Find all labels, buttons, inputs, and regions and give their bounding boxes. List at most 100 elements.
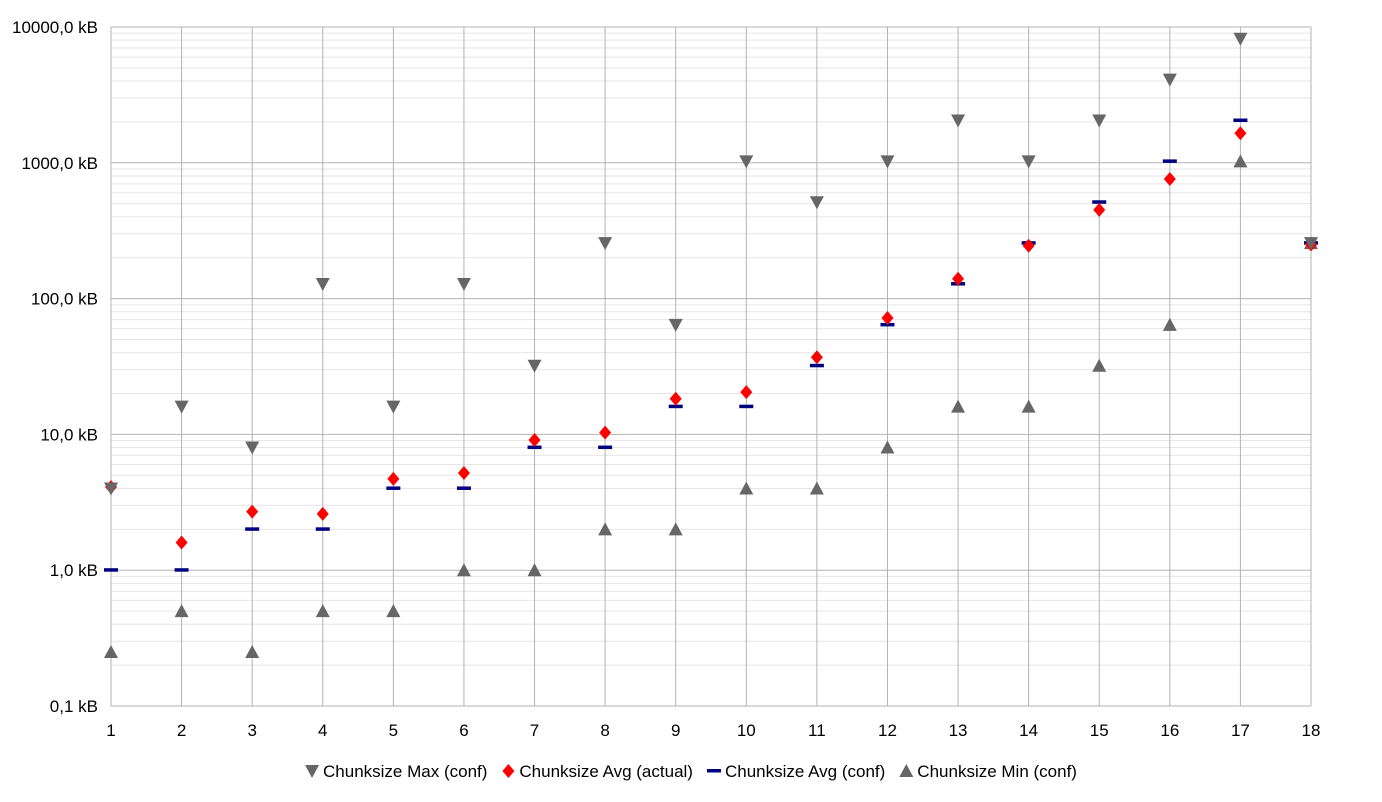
chunksize-min-conf-point xyxy=(598,522,613,536)
chunksize-max-conf-point xyxy=(1162,73,1177,87)
legend-label-chunksize-avg-actual: Chunksize Avg (actual) xyxy=(519,762,693,781)
chunksize-max-conf-point xyxy=(739,155,754,169)
chunksize-max-conf-point xyxy=(456,278,471,292)
x-tick-label: 9 xyxy=(671,721,680,740)
chunksize-min-conf-point xyxy=(809,481,824,495)
x-tick-label: 17 xyxy=(1231,721,1250,740)
chunksize-avg-conf-point xyxy=(739,404,754,409)
chunksize-avg-conf-point xyxy=(809,363,824,368)
legend-marker-chunksize-avg-actual xyxy=(502,764,515,778)
chunksize-avg-actual-point xyxy=(740,385,753,400)
chunksize-avg-actual-point xyxy=(387,471,400,486)
chunksize-avg-conf-point xyxy=(315,527,330,531)
chunksize-min-conf-point xyxy=(1092,358,1107,372)
legend-marker-chunksize-avg-conf xyxy=(706,769,721,773)
y-tick-label: 10000,0 kB xyxy=(12,18,98,37)
chunksize-avg-conf-point xyxy=(386,486,401,490)
chunksize-avg-conf-point xyxy=(456,486,471,490)
chunksize-min-conf-point xyxy=(456,563,471,577)
x-tick-label: 10 xyxy=(737,721,756,740)
grid-layer xyxy=(110,26,1312,707)
chunksize-avg-actual-point xyxy=(669,391,682,406)
chunksize-avg-conf-point xyxy=(104,568,118,572)
chunksize-min-conf-point xyxy=(1162,317,1177,331)
x-tick-label: 8 xyxy=(600,721,609,740)
chunksize-avg-conf-point xyxy=(1233,118,1248,123)
chunksize-max-conf-point xyxy=(527,359,542,373)
legend: Chunksize Max (conf) Chunksize Avg (actua… xyxy=(305,762,1077,781)
x-tick-label: 16 xyxy=(1160,721,1179,740)
chunksize-max-conf-point xyxy=(1021,155,1036,169)
chunksize-avg-actual-point xyxy=(952,271,965,286)
y-tick-label: 1,0 kB xyxy=(50,561,98,580)
x-tick-label: 2 xyxy=(177,721,186,740)
chunksize-avg-actual-point xyxy=(316,506,329,521)
chunksize-avg-actual-point xyxy=(175,535,188,550)
y-tick-label: 1000,0 kB xyxy=(21,154,98,173)
axis-layer: 0,1 kB 1,0 kB 10,0 kB 100,0 kB 1000,0 kB 1000… xyxy=(12,18,1320,740)
chunksize-max-conf-point xyxy=(245,441,260,455)
marks-layer xyxy=(104,32,1318,658)
chunksize-avg-actual-point xyxy=(810,350,823,365)
x-tick-label: 3 xyxy=(247,721,256,740)
legend-label-chunksize-avg-conf: Chunksize Avg (conf) xyxy=(725,762,885,781)
chunksize-min-conf-point xyxy=(527,563,542,577)
chunksize-max-conf-point xyxy=(598,237,613,251)
x-tick-label: 1 xyxy=(106,721,115,740)
chunksize-min-conf-point xyxy=(1233,154,1248,168)
legend-marker-chunksize-max-conf xyxy=(305,765,320,778)
chunksize-max-conf-point xyxy=(174,400,189,414)
x-tick-label: 18 xyxy=(1302,721,1321,740)
chunksize-max-conf-point xyxy=(1092,114,1107,128)
x-tick-label: 13 xyxy=(949,721,968,740)
chunksize-avg-conf-point xyxy=(527,445,542,450)
legend-marker-chunksize-min-conf xyxy=(899,764,914,777)
chunksize-avg-actual-point xyxy=(599,425,612,440)
chunksize-min-conf-point xyxy=(739,481,754,495)
chunksize-avg-actual-point xyxy=(528,432,541,447)
chunksize-max-conf-point xyxy=(809,196,824,210)
x-tick-label: 7 xyxy=(530,721,539,740)
y-tick-label: 0,1 kB xyxy=(50,697,98,716)
chunksize-avg-actual-point xyxy=(1234,126,1247,141)
chunksize-avg-actual-point xyxy=(1022,238,1035,253)
chunksize-avg-conf-point xyxy=(598,445,613,450)
y-tick-label: 10,0 kB xyxy=(40,425,98,444)
chunksize-avg-conf-point xyxy=(668,404,683,409)
x-tick-label: 6 xyxy=(459,721,468,740)
chunksize-max-conf-point xyxy=(668,318,683,332)
chunksize-avg-conf-point xyxy=(245,527,260,531)
chunksize-avg-actual-point xyxy=(246,504,259,519)
chunksize-max-conf-point xyxy=(1304,237,1318,251)
chunksize-max-conf-point xyxy=(104,482,118,496)
chunksize-min-conf-point xyxy=(880,440,895,454)
chunksize-min-conf-point xyxy=(668,522,683,536)
chunksize-min-conf-point xyxy=(104,644,118,658)
x-tick-label: 12 xyxy=(878,721,897,740)
chunksize-min-conf-point xyxy=(315,604,330,618)
chunksize-min-conf-point xyxy=(951,399,966,413)
chunksize-avg-actual-point xyxy=(881,310,894,325)
y-tick-label: 100,0 kB xyxy=(31,290,98,309)
chunksize-avg-actual-point xyxy=(1093,202,1106,217)
chunksize-avg-conf-point xyxy=(1162,159,1177,163)
chunksize-max-conf-point xyxy=(315,278,330,292)
chunksize-min-conf-point xyxy=(245,644,260,658)
chunksize-avg-actual-point xyxy=(457,465,470,480)
chunksize-max-conf-point xyxy=(386,400,401,414)
chunksize-max-conf-point xyxy=(880,155,895,169)
x-tick-label: 14 xyxy=(1019,721,1038,740)
x-tick-label: 5 xyxy=(389,721,398,740)
chunksize-min-conf-point xyxy=(174,604,189,618)
x-tick-label: 11 xyxy=(808,721,826,740)
x-tick-label: 4 xyxy=(318,721,327,740)
chunksize-avg-actual-point xyxy=(1163,171,1176,186)
chunksize-max-conf-point xyxy=(1233,32,1248,46)
legend-label-chunksize-max-conf: Chunksize Max (conf) xyxy=(323,762,487,781)
chunksize-avg-conf-point xyxy=(174,568,189,572)
chunksize-min-conf-point xyxy=(386,604,401,618)
chunksize-min-conf-point xyxy=(1021,399,1036,413)
chunksize-avg-conf-point xyxy=(1092,200,1107,204)
